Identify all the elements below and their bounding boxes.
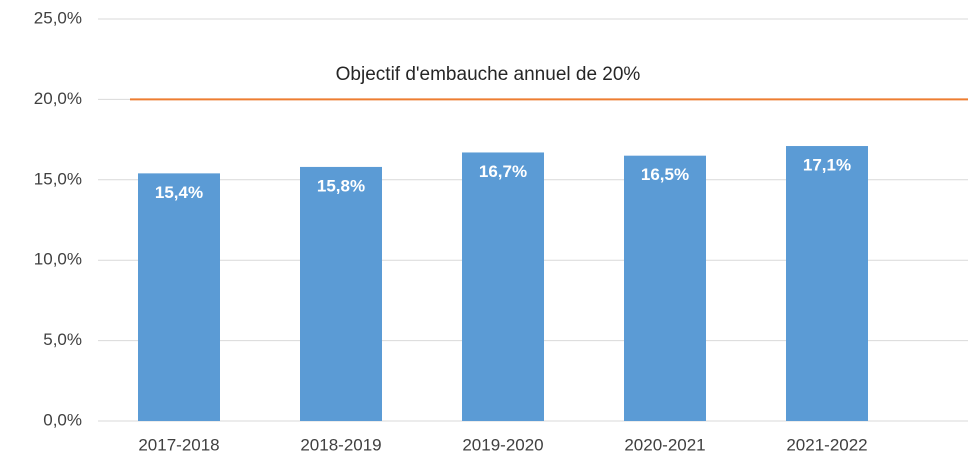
value-label: 15,8% xyxy=(317,176,365,195)
bar xyxy=(462,152,544,422)
x-tick-label: 2021-2022 xyxy=(786,435,867,454)
y-tick-label: 15,0% xyxy=(34,169,82,188)
bar xyxy=(786,146,868,422)
value-label: 15,4% xyxy=(155,183,203,202)
bar xyxy=(300,166,382,421)
x-tick-label: 2018-2019 xyxy=(300,435,381,454)
y-tick-label: 10,0% xyxy=(34,250,82,269)
y-tick-label: 5,0% xyxy=(43,330,82,349)
value-label: 16,5% xyxy=(641,165,689,184)
bar xyxy=(624,155,706,421)
value-label: 17,1% xyxy=(803,156,851,175)
y-tick-label: 0,0% xyxy=(43,410,82,429)
x-tick-label: 2020-2021 xyxy=(624,435,705,454)
y-tick-label: 25,0% xyxy=(34,8,82,27)
bar xyxy=(138,173,220,421)
y-tick-label: 20,0% xyxy=(34,89,82,108)
target-label: Objectif d'embauche annuel de 20% xyxy=(336,64,641,85)
x-tick-label: 2017-2018 xyxy=(138,435,219,454)
x-tick-label: 2019-2020 xyxy=(462,435,543,454)
value-label: 16,7% xyxy=(479,162,527,181)
